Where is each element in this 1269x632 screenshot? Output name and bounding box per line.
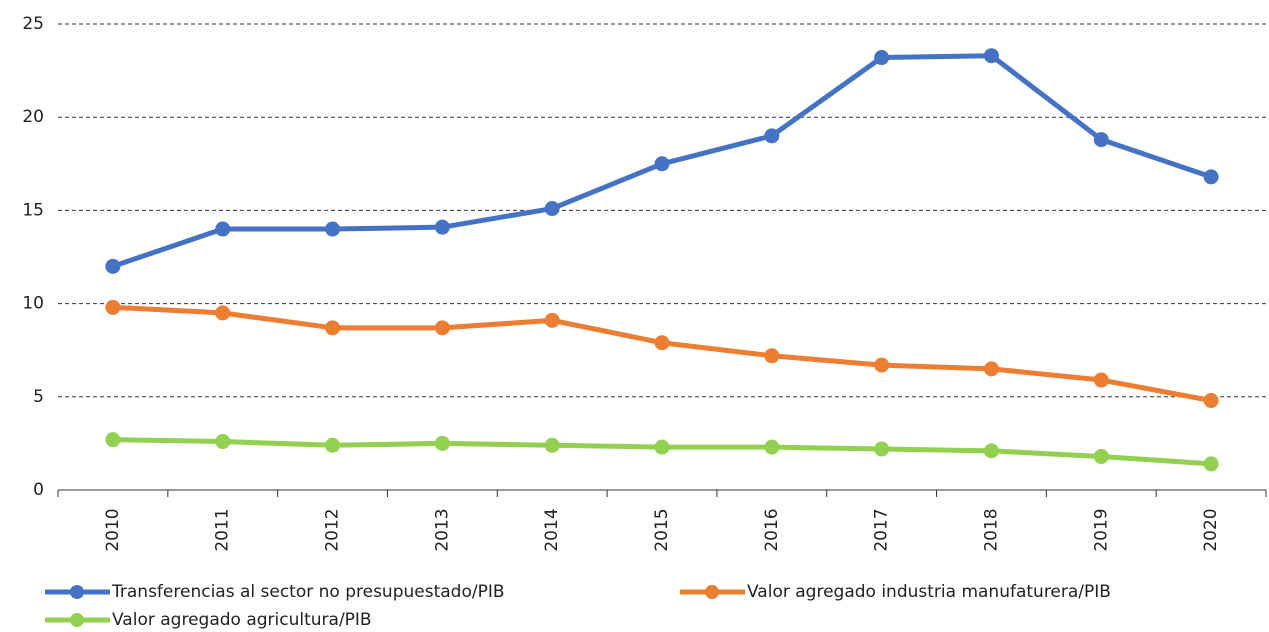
x-tick-label: 2014 (542, 508, 562, 551)
data-point (764, 439, 780, 455)
data-point (654, 335, 670, 351)
data-point (434, 320, 450, 336)
y-tick-label: 25 (22, 14, 44, 34)
data-point (654, 439, 670, 455)
x-tick-label: 2019 (1091, 508, 1111, 551)
data-point (1203, 456, 1219, 472)
data-point (215, 434, 231, 450)
x-tick-label: 2015 (652, 508, 672, 551)
legend-label: Transferencias al sector no presupuestad… (111, 582, 505, 602)
data-point (874, 50, 890, 66)
data-point (215, 221, 231, 237)
data-point (544, 201, 560, 217)
x-tick-label: 2011 (213, 508, 233, 551)
data-point (764, 348, 780, 364)
x-tick-label: 2016 (762, 508, 782, 551)
x-tick-label: 2010 (103, 508, 123, 551)
data-point (764, 128, 780, 144)
y-tick-label: 20 (22, 107, 44, 127)
data-point (1093, 372, 1109, 388)
data-point (105, 432, 121, 448)
y-tick-label: 15 (22, 200, 44, 220)
data-point (983, 443, 999, 459)
y-tick-label: 10 (22, 294, 44, 314)
data-point (1203, 393, 1219, 409)
data-point (874, 441, 890, 457)
data-point (874, 357, 890, 373)
legend-marker (70, 613, 84, 627)
legend-label: Valor agregado industria manufaturera/PI… (747, 582, 1111, 602)
legend-marker (70, 585, 84, 599)
data-point (983, 48, 999, 64)
data-point (325, 221, 341, 237)
x-tick-label: 2012 (323, 508, 343, 551)
data-point (434, 219, 450, 235)
x-tick-label: 2013 (432, 508, 452, 551)
legend-label: Valor agregado agricultura/PIB (112, 610, 372, 630)
data-point (434, 435, 450, 451)
data-point (544, 437, 560, 453)
data-point (325, 320, 341, 336)
data-point (105, 258, 121, 274)
data-point (1093, 132, 1109, 148)
y-tick-label: 0 (33, 480, 44, 500)
data-point (105, 299, 121, 315)
data-point (215, 305, 231, 321)
x-tick-label: 2020 (1201, 508, 1221, 551)
data-point (983, 361, 999, 377)
data-point (1203, 169, 1219, 185)
x-tick-label: 2017 (872, 508, 892, 551)
data-point (544, 312, 560, 328)
legend-marker (705, 585, 719, 599)
data-point (325, 437, 341, 453)
data-point (654, 156, 670, 172)
x-tick-label: 2018 (981, 508, 1001, 551)
y-tick-label: 5 (33, 387, 44, 407)
series-line (112, 304, 1212, 403)
data-point (1093, 448, 1109, 464)
